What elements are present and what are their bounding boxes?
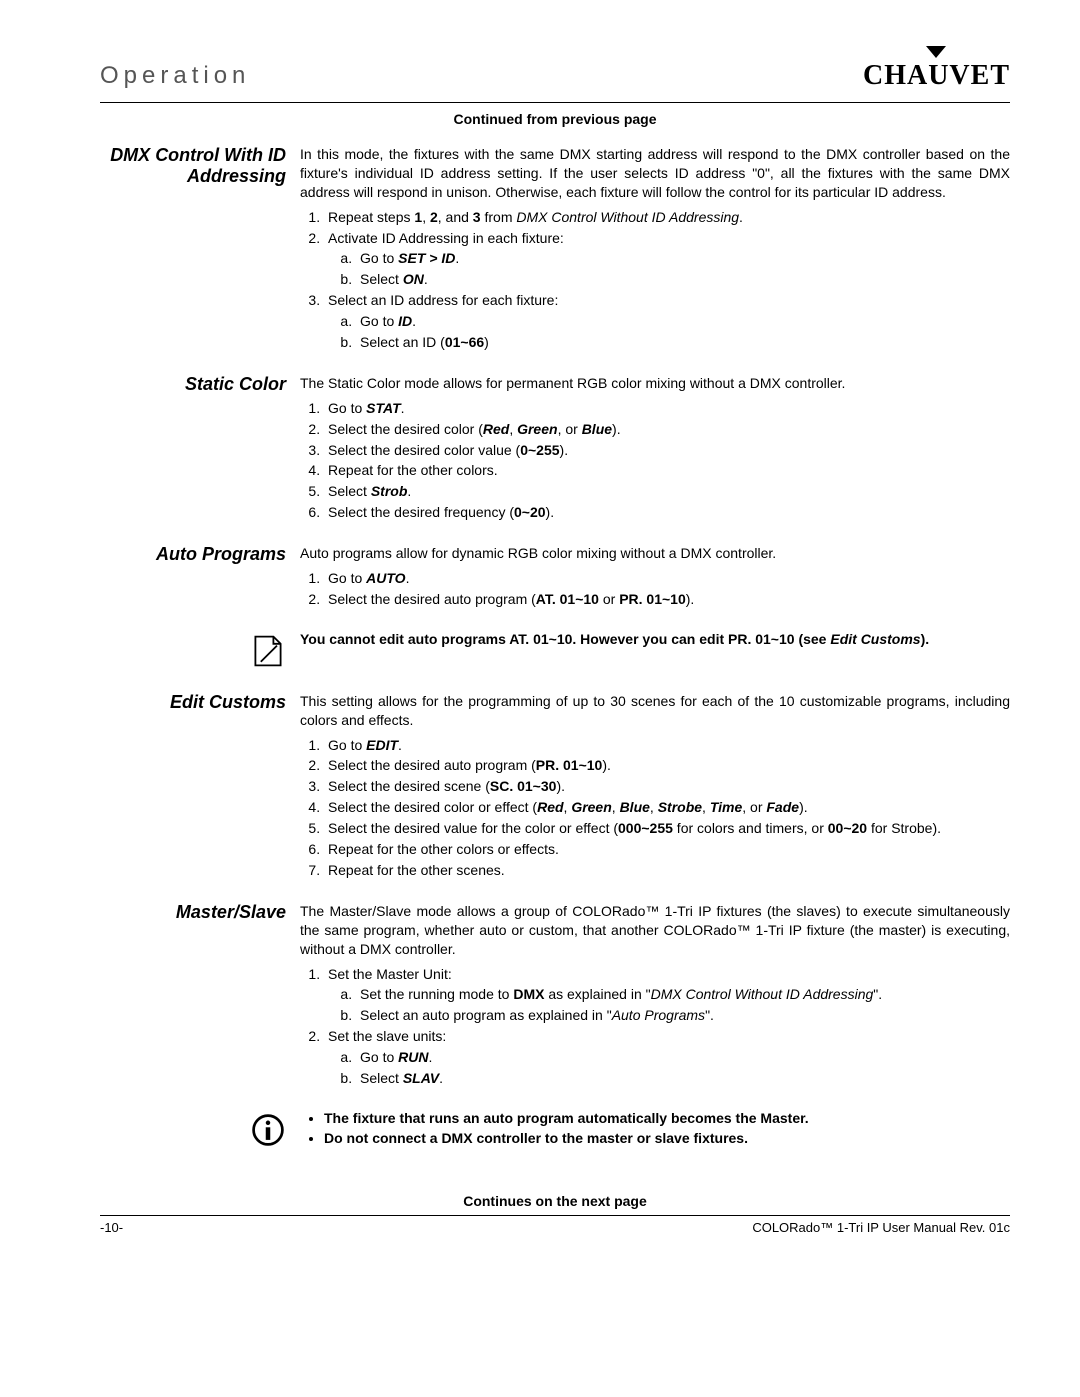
step-item: Repeat for the other colors. — [324, 461, 1010, 480]
step-item: Activate ID Addressing in each fixture: … — [324, 229, 1010, 290]
intro-text: Auto programs allow for dynamic RGB colo… — [300, 544, 1010, 563]
substep-item: Go to RUN. — [356, 1048, 1010, 1067]
step-item: Select Strob. — [324, 482, 1010, 501]
step-item: Go to EDIT. — [324, 736, 1010, 755]
steps-list: Set the Master Unit: Set the running mod… — [300, 965, 1010, 1088]
section-heading: Static Color — [100, 374, 300, 524]
continues-next: Continues on the next page — [100, 1193, 1010, 1209]
step-item: Set the slave units: Go to RUN. Select S… — [324, 1027, 1010, 1088]
logo-triangle-icon — [926, 46, 946, 58]
step-item: Set the Master Unit: Set the running mod… — [324, 965, 1010, 1026]
section-body: The Static Color mode allows for permane… — [300, 374, 1010, 524]
heading-line2: Addressing — [187, 166, 286, 186]
substep-item: Select SLAV. — [356, 1069, 1010, 1088]
section-dmx-id: DMX Control With ID Addressing In this m… — [100, 145, 1010, 354]
steps-list: Go to EDIT. Select the desired auto prog… — [300, 736, 1010, 880]
intro-text: This setting allows for the programming … — [300, 692, 1010, 730]
substep-item: Select an ID (01~66) — [356, 333, 1010, 352]
manual-rev: COLORado™ 1-Tri IP User Manual Rev. 01c — [752, 1220, 1010, 1235]
intro-text: The Static Color mode allows for permane… — [300, 374, 1010, 393]
footer: -10- COLORado™ 1-Tri IP User Manual Rev.… — [100, 1220, 1010, 1235]
section-edit-customs: Edit Customs This setting allows for the… — [100, 692, 1010, 882]
continued-from-prev: Continued from previous page — [100, 111, 1010, 127]
info-icon — [250, 1112, 286, 1148]
step-item: Select the desired auto program (AT. 01~… — [324, 590, 1010, 609]
step-item: Go to AUTO. — [324, 569, 1010, 588]
header-rule — [100, 102, 1010, 103]
note-text: You cannot edit auto programs AT. 01~10.… — [300, 631, 1010, 647]
substeps: Go to RUN. Select SLAV. — [328, 1048, 1010, 1088]
step-item: Select the desired auto program (PR. 01~… — [324, 756, 1010, 775]
steps-list: Repeat steps 1, 2, and 3 from DMX Contro… — [300, 208, 1010, 352]
page-section-title: Operation — [100, 62, 250, 90]
step-item: Select the desired color value (0~255). — [324, 441, 1010, 460]
section-body: In this mode, the fixtures with the same… — [300, 145, 1010, 354]
step-item: Repeat for the other scenes. — [324, 861, 1010, 880]
section-heading: Auto Programs — [100, 544, 300, 611]
note-edit-warning: You cannot edit auto programs AT. 01~10.… — [100, 631, 1010, 674]
section-auto-programs: Auto Programs Auto programs allow for dy… — [100, 544, 1010, 611]
substeps: Set the running mode to DMX as explained… — [328, 985, 1010, 1025]
substep-item: Set the running mode to DMX as explained… — [356, 985, 1010, 1004]
steps-list: Go to AUTO. Select the desired auto prog… — [300, 569, 1010, 609]
intro-text: The Master/Slave mode allows a group of … — [300, 902, 1010, 959]
logo-text: CHAUVET — [863, 60, 1010, 91]
note-bullets: The fixture that runs an auto program au… — [300, 1110, 1010, 1146]
step-item: Select the desired value for the color o… — [324, 819, 1010, 838]
step-item: Select the desired scene (SC. 01~30). — [324, 777, 1010, 796]
bullet-item: Do not connect a DMX controller to the m… — [324, 1130, 1010, 1146]
step-item: Repeat for the other colors or effects. — [324, 840, 1010, 859]
header: Operation CHAUVET — [100, 60, 1010, 92]
substep-item: Go to SET > ID. — [356, 249, 1010, 268]
section-body: The Master/Slave mode allows a group of … — [300, 902, 1010, 1090]
steps-list: Go to STAT. Select the desired color (Re… — [300, 399, 1010, 522]
substep-item: Go to ID. — [356, 312, 1010, 331]
note-page-icon — [250, 633, 286, 669]
page-number: -10- — [100, 1220, 123, 1235]
section-master-slave: Master/Slave The Master/Slave mode allow… — [100, 902, 1010, 1090]
step-item: Repeat steps 1, 2, and 3 from DMX Contro… — [324, 208, 1010, 227]
substeps: Go to ID. Select an ID (01~66) — [328, 312, 1010, 352]
step-item: Go to STAT. — [324, 399, 1010, 418]
section-heading: Master/Slave — [100, 902, 300, 1090]
step-item: Select the desired color (Red, Green, or… — [324, 420, 1010, 439]
bullet-item: The fixture that runs an auto program au… — [324, 1110, 1010, 1126]
heading-line1: DMX Control With ID — [110, 145, 286, 165]
substep-item: Select an auto program as explained in "… — [356, 1006, 1010, 1025]
step-item: Select the desired color or effect (Red,… — [324, 798, 1010, 817]
section-static-color: Static Color The Static Color mode allow… — [100, 374, 1010, 524]
section-body: This setting allows for the programming … — [300, 692, 1010, 882]
intro-text: In this mode, the fixtures with the same… — [300, 145, 1010, 202]
note-master-slave: The fixture that runs an auto program au… — [100, 1110, 1010, 1153]
note-icon-wrap — [100, 1110, 300, 1153]
substeps: Go to SET > ID. Select ON. — [328, 249, 1010, 289]
step-item: Select an ID address for each fixture: G… — [324, 291, 1010, 352]
note-text: The fixture that runs an auto program au… — [300, 1110, 1010, 1150]
substep-item: Select ON. — [356, 270, 1010, 289]
section-heading: Edit Customs — [100, 692, 300, 882]
section-heading: DMX Control With ID Addressing — [100, 145, 300, 354]
step-item: Select the desired frequency (0~20). — [324, 503, 1010, 522]
footer-rule — [100, 1215, 1010, 1216]
brand-logo: CHAUVET — [863, 60, 1010, 92]
note-icon-wrap — [100, 631, 300, 674]
section-body: Auto programs allow for dynamic RGB colo… — [300, 544, 1010, 611]
